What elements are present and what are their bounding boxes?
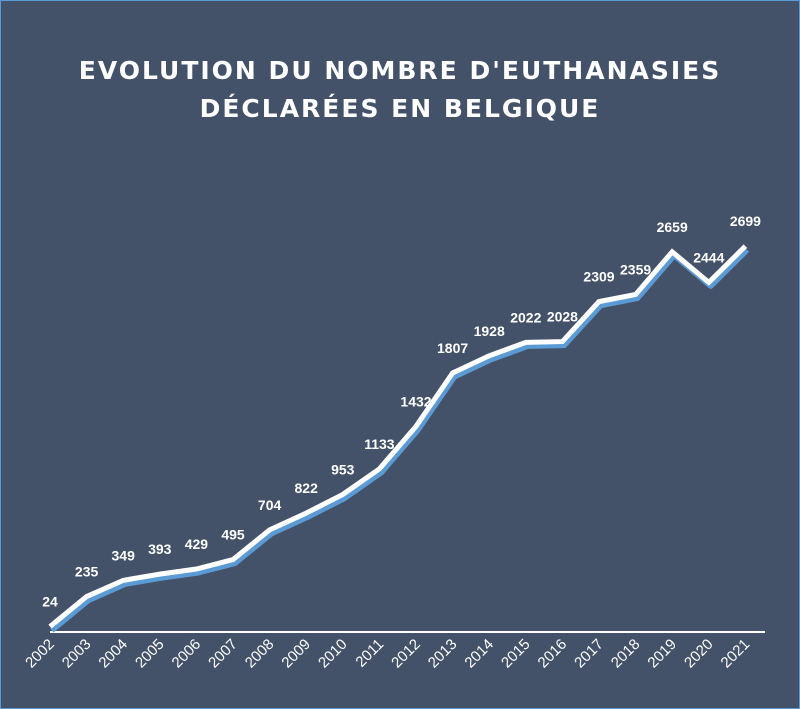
x-tick-label-2018: 2018 [608,636,644,672]
x-tick-label-2013: 2013 [425,636,461,672]
x-tick-label-2004: 2004 [95,636,131,672]
x-tick-labels: 2002 2003 2004 2005 2006 2007 2008 2009 2010 2011… [22,636,753,672]
data-label-2017: 2309 [583,269,614,285]
x-tick-label-2005: 2005 [132,636,168,672]
data-label-2021: 2699 [730,213,761,229]
x-tick-label-2003: 2003 [59,636,95,672]
x-tick-label-2010: 2010 [315,636,351,672]
data-label-2005: 393 [148,541,172,557]
chart-title-line-2: DÉCLARÉES EN BELGIQUE [199,94,601,123]
data-label-2007: 495 [221,527,245,543]
data-label-2016: 2028 [547,309,578,325]
data-label-2020: 2444 [693,249,724,265]
x-tick-label-2002: 2002 [22,636,58,672]
data-label-2012: 1432 [400,393,431,409]
chart-title-line-1: EVOLUTION DU NOMBRE D'EUTHANASIES [78,56,722,85]
data-label-2004: 349 [112,547,136,563]
data-label-2019: 2659 [657,219,688,235]
x-tick-label-2011: 2011 [352,636,387,671]
x-tick-label-2019: 2019 [644,636,680,672]
x-tick-label-2015: 2015 [498,636,534,672]
data-label-2009: 822 [295,480,319,496]
x-tick-label-2014: 2014 [461,636,497,672]
x-tick-label-2008: 2008 [242,636,278,672]
x-tick-label-2006: 2006 [169,636,205,672]
x-tick-label-2016: 2016 [535,636,571,672]
data-label-2018: 2359 [620,261,651,277]
x-tick-label-2020: 2020 [681,636,717,672]
chart-title: EVOLUTION DU NOMBRE D'EUTHANASIES DÉCLAR… [0,52,800,128]
x-tick-label-2007: 2007 [205,636,241,672]
data-label-2011: 1133 [364,436,395,452]
data-label-2003: 235 [75,564,99,580]
data-label-2014: 1928 [474,323,505,339]
data-label-2013: 1807 [437,340,468,356]
x-tick-label-2012: 2012 [388,636,424,672]
x-tick-label-2021: 2021 [718,636,754,672]
data-labels: 24 235 349 393 429 495 704 822 953 1133 1432 1807 19… [42,213,761,609]
data-label-2002: 24 [42,594,58,610]
data-label-2006: 429 [185,536,209,552]
data-label-2008: 704 [258,497,282,513]
data-label-2010: 953 [331,461,355,477]
series-group [48,244,750,633]
series-line-shadow [50,248,750,633]
drop-lines [49,246,746,632]
x-tick-label-2009: 2009 [278,636,314,672]
x-tick-label-2017: 2017 [571,636,607,672]
data-label-2015: 2022 [510,309,541,325]
series-line [48,244,748,629]
